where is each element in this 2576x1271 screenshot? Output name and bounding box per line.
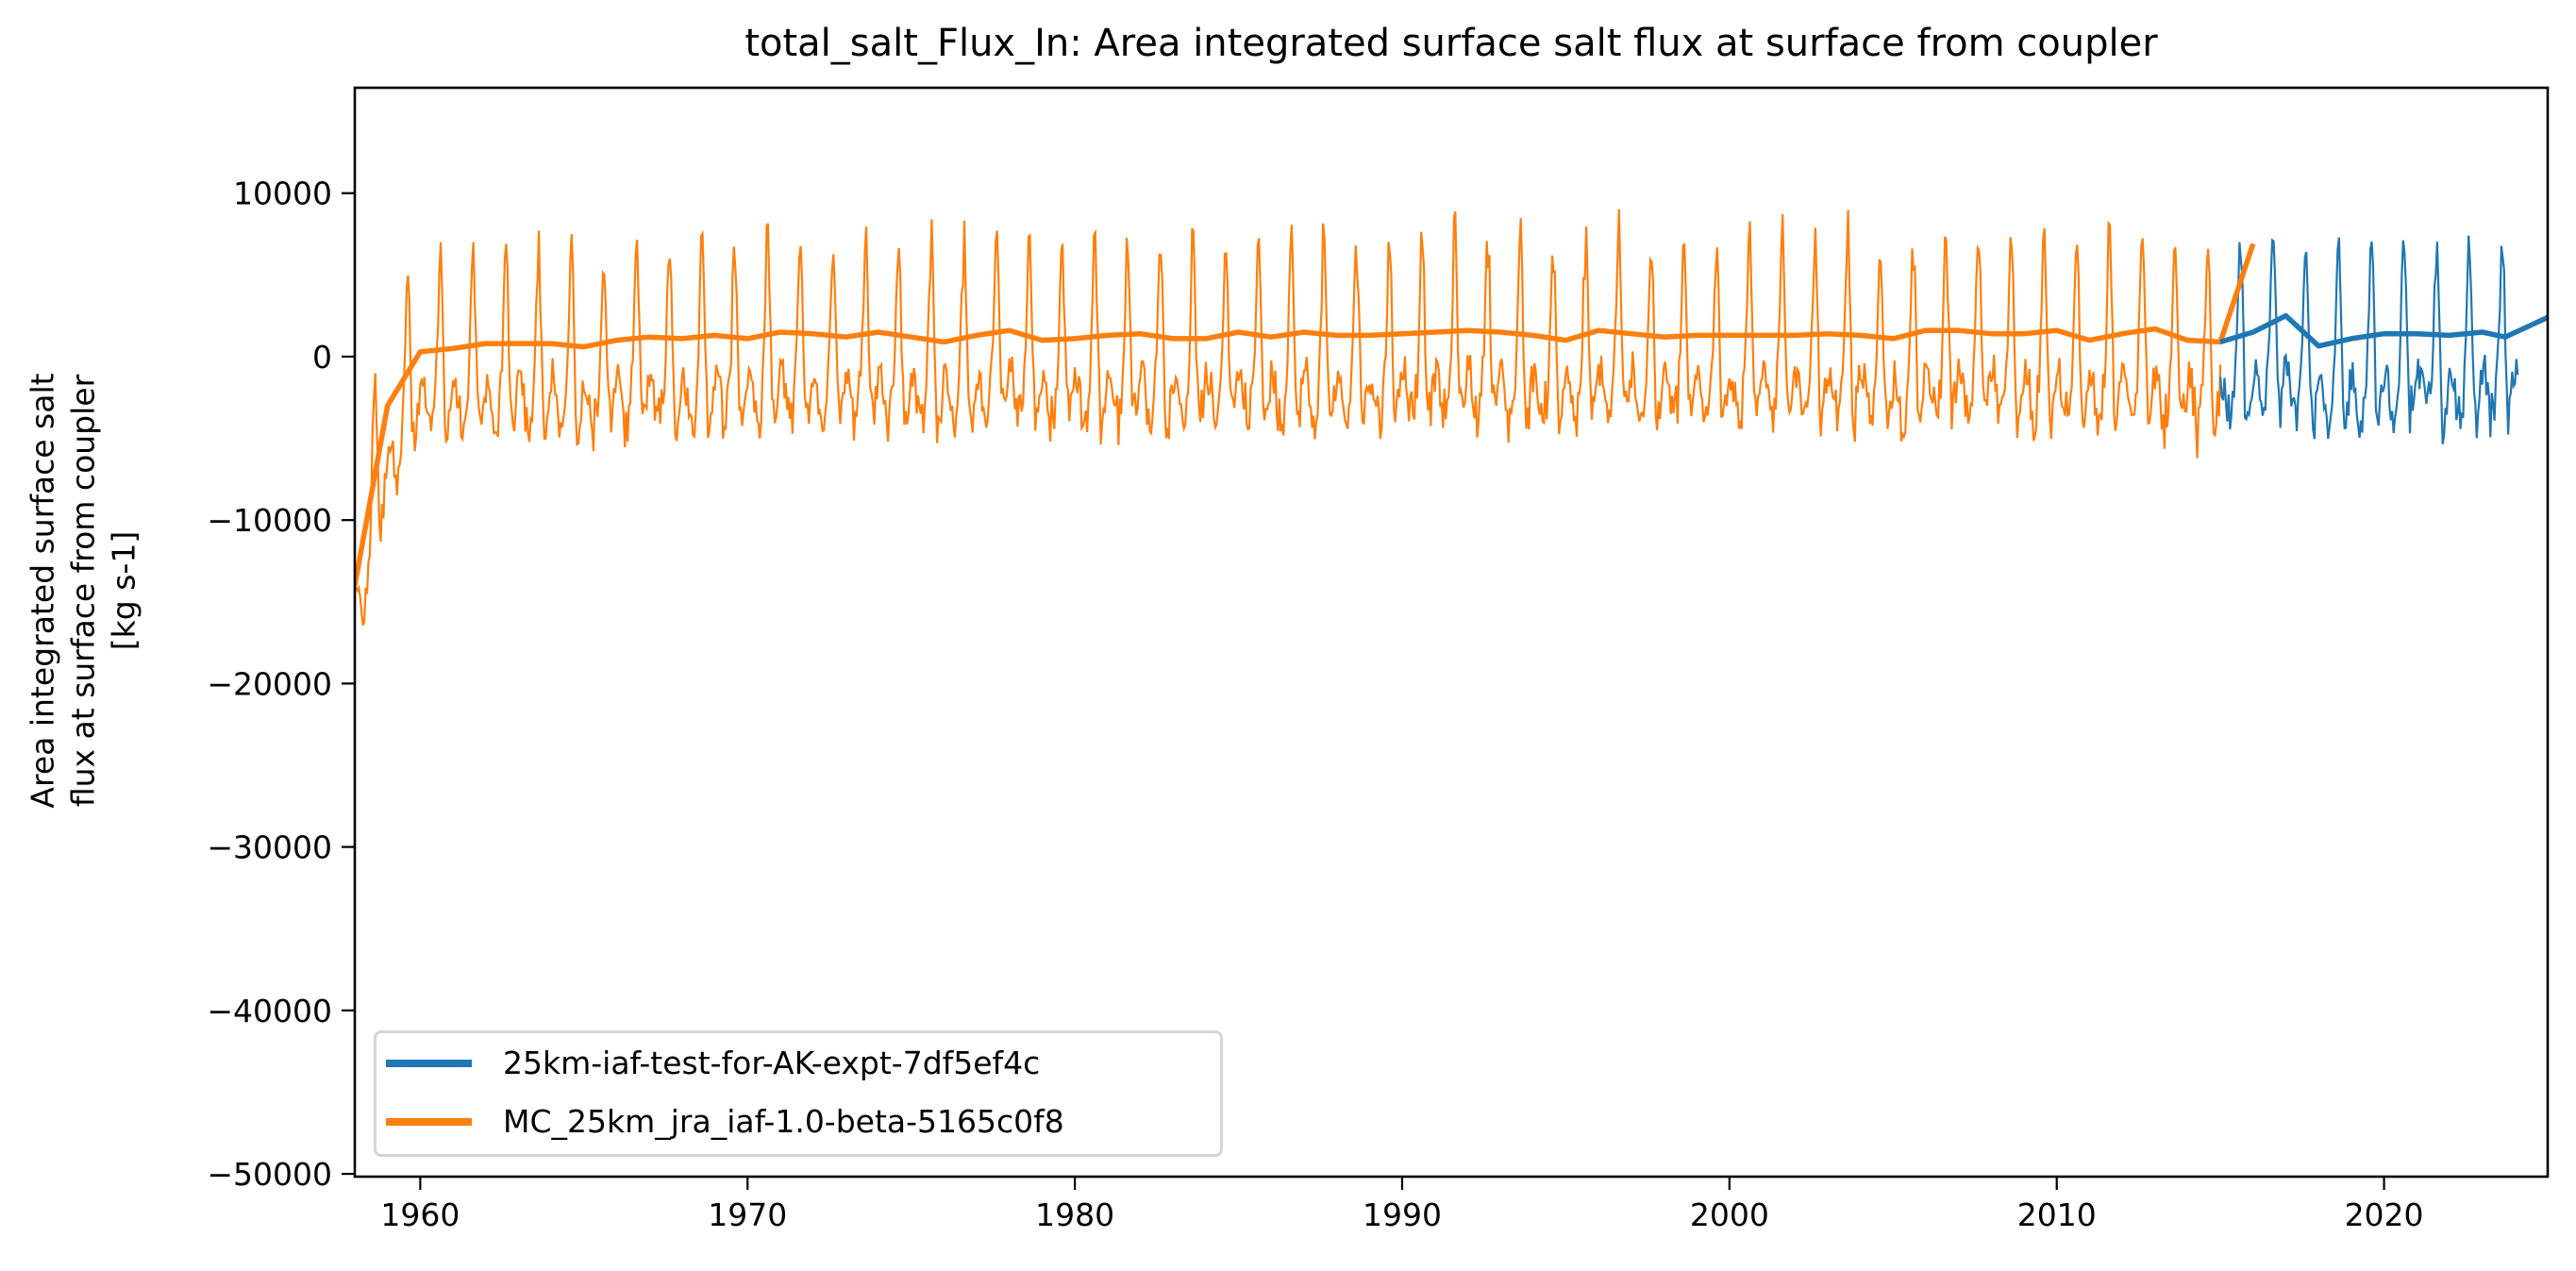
y-tick-label: 0 [312, 339, 332, 376]
y-tick-label: −50000 [207, 1156, 332, 1193]
y-tick-label: −10000 [207, 502, 332, 539]
series-orange-annual-mean [355, 242, 2256, 586]
y-tick-label: −30000 [207, 829, 332, 866]
y-tick-label: 10000 [233, 176, 332, 212]
chart-title: total_salt_Flux_In: Area integrated surf… [744, 22, 2158, 65]
legend: 25km-iaf-test-for-AK-expt-7df5ef4c MC_25… [374, 1030, 1223, 1157]
x-tick-label: 1990 [1363, 1196, 1442, 1233]
axes-frame [353, 86, 2550, 1179]
series-blue-annual-mean [2219, 312, 2548, 349]
x-tick-label: 2000 [1690, 1196, 1769, 1233]
axes: 1960 1970 1980 1990 2000 2010 2020 10000 0 −10000… [207, 86, 2550, 1233]
legend-label-blue: 25km-iaf-test-for-AK-expt-7df5ef4c [503, 1045, 1041, 1081]
legend-label-orange: MC_25km_jra_iaf-1.0-beta-5165c0f8 [503, 1103, 1064, 1140]
x-tick-label: 1970 [708, 1196, 787, 1233]
legend-swatch-blue [386, 1060, 472, 1067]
series-blue-monthly [2219, 235, 2519, 444]
x-tick-label: 2010 [2017, 1196, 2097, 1233]
x-tick-label: 1960 [380, 1196, 460, 1233]
y-tick-label: −20000 [207, 665, 332, 702]
series-orange-monthly [355, 209, 2222, 626]
y-tick-label: −40000 [207, 993, 332, 1029]
data-series-layer [355, 209, 2548, 626]
x-tick-label: 2020 [2345, 1196, 2424, 1233]
x-tick-label: 1980 [1035, 1196, 1114, 1233]
legend-swatch-orange [386, 1118, 472, 1126]
